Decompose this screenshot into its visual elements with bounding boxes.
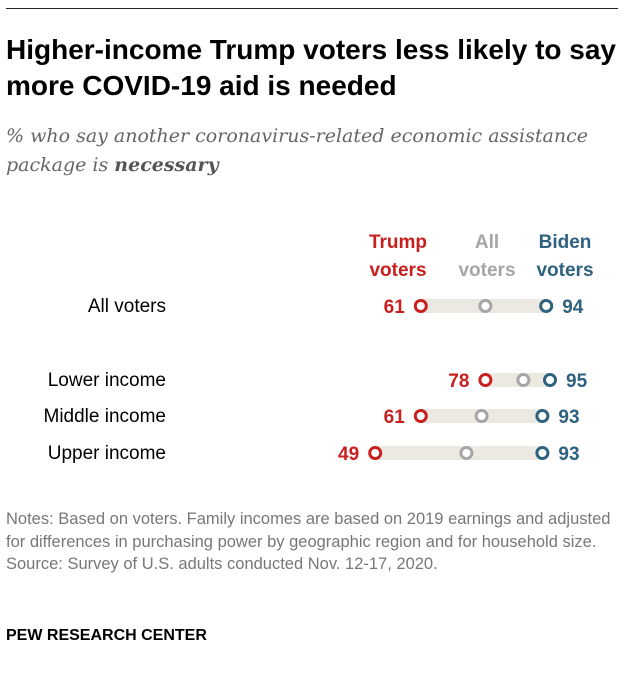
dot-trump-voters <box>478 373 493 387</box>
source-text: Source: Survey of U.S. adults conducted … <box>6 555 438 573</box>
dot-biden-voters <box>543 373 557 387</box>
chart-subtitle: % who say another coronavirus-related ec… <box>6 122 616 180</box>
legend-trump-voters: Trump <box>369 232 427 253</box>
row-label: All voters <box>88 296 166 317</box>
notes: Notes: Based on voters. Family incomes a… <box>6 508 616 576</box>
dot-biden-voters <box>539 299 554 313</box>
dot-trump-voters <box>413 409 428 423</box>
legend-biden-voters: Biden <box>539 232 592 253</box>
dot-all-voters <box>516 373 531 387</box>
dot-trump-voters <box>368 446 383 460</box>
legend-trump-voters: voters <box>369 260 426 281</box>
data-label: 78 <box>448 371 469 392</box>
row-label: Middle income <box>44 406 167 427</box>
row-label: Lower income <box>48 370 166 391</box>
dot-biden-voters <box>535 446 550 460</box>
legend-all-voters: voters <box>458 260 515 281</box>
subtitle-emphasis: necessary <box>114 154 219 176</box>
dot-all-voters <box>474 409 489 423</box>
data-label: 61 <box>384 407 406 428</box>
data-label: 49 <box>338 444 359 465</box>
subtitle-text: % who say another coronavirus-related ec… <box>6 125 588 176</box>
range-bar <box>375 446 543 460</box>
dot-all-voters <box>478 299 493 313</box>
data-label: 93 <box>558 444 579 465</box>
notes-text: Notes: Based on voters. Family incomes a… <box>6 510 611 551</box>
data-label: 93 <box>558 407 579 428</box>
legend-all-voters: All <box>475 232 499 253</box>
data-label: 94 <box>562 297 584 318</box>
dot-biden-voters <box>535 409 550 423</box>
data-label: 61 <box>384 297 406 318</box>
top-rule <box>6 8 618 9</box>
dot-all-voters <box>459 446 474 460</box>
legend-biden-voters: voters <box>536 260 593 281</box>
row-label: Upper income <box>48 443 166 464</box>
chart-title: Higher-income Trump voters less likely t… <box>6 34 616 101</box>
data-label: 95 <box>566 371 588 392</box>
brand-logo-text: PEW RESEARCH CENTER <box>6 627 207 644</box>
dot-trump-voters <box>413 299 428 313</box>
